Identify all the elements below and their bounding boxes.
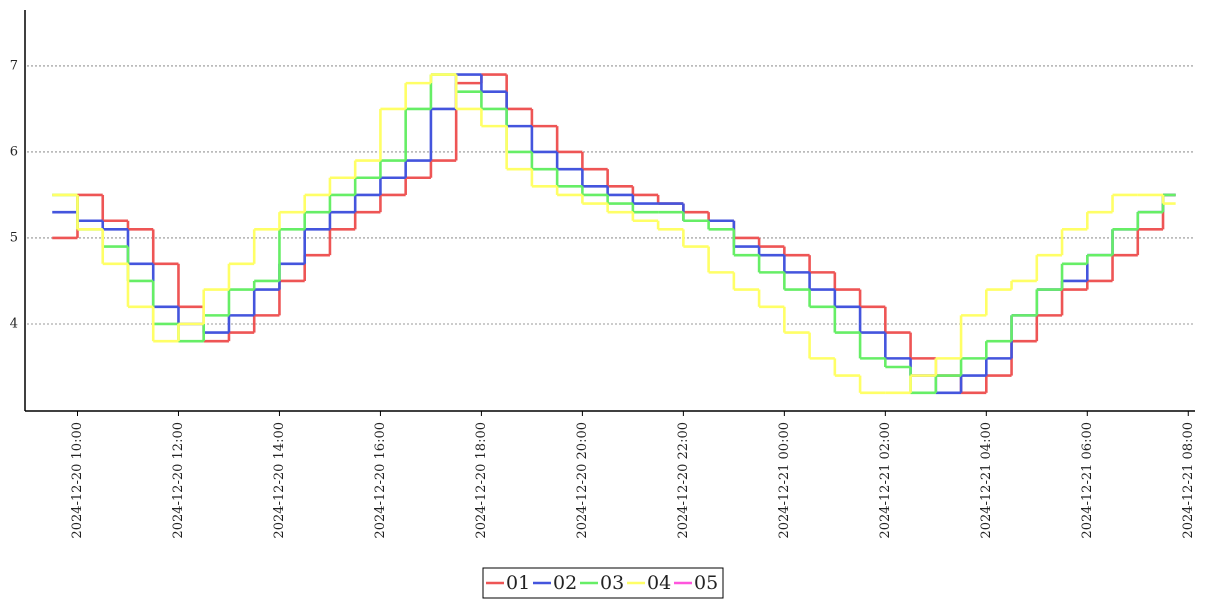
y-tick-label: 7 <box>10 58 18 73</box>
x-tick-label: 2024-12-21 06:00 <box>1080 422 1095 539</box>
y-tick-label: 4 <box>10 316 18 331</box>
legend-label: 03 <box>600 572 624 594</box>
x-tick-label: 2024-12-20 16:00 <box>373 422 388 539</box>
x-tick-label: 2024-12-20 22:00 <box>676 422 691 539</box>
x-tick-label: 2024-12-21 00:00 <box>777 422 792 539</box>
x-tick-label: 2024-12-20 20:00 <box>575 422 590 539</box>
y-tick-label: 5 <box>10 230 18 245</box>
legend-label: 05 <box>694 572 718 594</box>
x-tick-label: 2024-12-21 02:00 <box>878 422 893 539</box>
x-tick-label: 2024-12-20 12:00 <box>171 422 186 539</box>
x-tick-label: 2024-12-20 14:00 <box>272 422 287 539</box>
x-tick-label: 2024-12-21 08:00 <box>1181 422 1196 539</box>
legend-label: 01 <box>506 572 530 594</box>
x-tick-label: 2024-12-20 10:00 <box>70 422 85 539</box>
x-tick-label: 2024-12-20 18:00 <box>474 422 489 539</box>
y-tick-label: 6 <box>10 144 18 159</box>
legend-label: 04 <box>647 572 671 594</box>
x-tick-label: 2024-12-21 04:00 <box>979 422 994 539</box>
legend-label: 02 <box>553 572 577 594</box>
